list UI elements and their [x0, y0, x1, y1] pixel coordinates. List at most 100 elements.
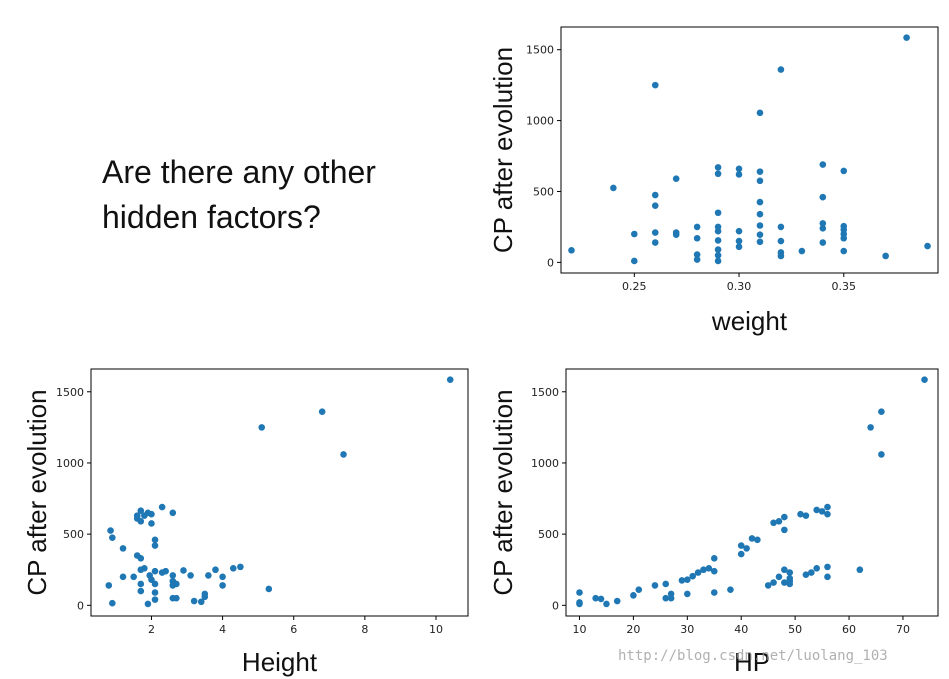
scatter-hp: 10 20 30 40 50 60 70 0 500 1000 1500 HP CP after evo… [488, 368, 939, 677]
data-point [229, 565, 237, 572]
data-point [813, 565, 820, 572]
data-point [169, 572, 177, 579]
data-point [819, 220, 827, 227]
data-point [714, 251, 722, 259]
data-point [813, 506, 820, 514]
watermark: http://blog.csdn.net/luolang_103 [618, 648, 888, 664]
x-tick-label: 2 [148, 623, 155, 636]
data-point [775, 573, 783, 581]
data-point [148, 510, 155, 518]
data-point [777, 252, 785, 260]
data-point [672, 175, 680, 183]
data-point [635, 586, 643, 593]
data-point [201, 590, 209, 598]
y-axis-label: CP after evolution [488, 47, 518, 253]
data-point [764, 582, 772, 589]
data-point [151, 542, 159, 549]
data-point [651, 81, 659, 89]
x-tick-label: 20 [626, 623, 640, 636]
data-point [630, 592, 637, 599]
data-point [651, 202, 659, 209]
data-point [819, 239, 827, 246]
x-tick-label: 4 [219, 623, 226, 636]
data-point [797, 510, 804, 518]
x-tick-label: 0.30 [727, 280, 752, 293]
data-point [714, 164, 722, 171]
plot-frame [565, 368, 939, 617]
data-point [786, 580, 794, 588]
data-point [197, 598, 205, 606]
data-point [130, 573, 137, 581]
x-tick-label: 10 [429, 623, 443, 636]
question-line-1: Are there any other [102, 154, 376, 190]
data-point [777, 237, 785, 245]
y-tick-label: 1000 [56, 457, 84, 470]
question-line-2: hidden factors? [102, 199, 321, 235]
data-point [819, 225, 827, 232]
data-point [137, 555, 145, 562]
data-point [714, 227, 722, 235]
data-point [710, 589, 718, 596]
data-point [882, 252, 889, 260]
y-tick-label: 1500 [56, 386, 84, 399]
data-point [714, 246, 722, 253]
y-tick-label: 0 [77, 599, 84, 612]
data-point [770, 579, 777, 586]
data-point [597, 595, 605, 603]
data-point [727, 586, 734, 593]
data-point [576, 600, 583, 608]
x-axis-label: weight [711, 306, 788, 336]
data-point [735, 171, 743, 178]
data-point [151, 567, 159, 575]
data-point [151, 596, 159, 603]
data-point [737, 542, 745, 549]
data-point [148, 520, 155, 527]
data-point [631, 257, 638, 265]
data-point [119, 545, 127, 552]
x-tick-label: 30 [680, 623, 694, 636]
data-point [107, 527, 114, 534]
data-point [119, 573, 127, 581]
data-point [802, 571, 810, 579]
data-point [777, 223, 785, 231]
plot-frame [90, 368, 469, 617]
data-point [756, 198, 764, 206]
data-point [219, 582, 226, 589]
data-point [109, 534, 116, 542]
data-point [689, 572, 696, 580]
data-point [714, 209, 722, 217]
data-point [258, 424, 266, 431]
data-point [710, 555, 718, 562]
data-point [878, 408, 885, 416]
y-tick-label: 0 [552, 599, 559, 612]
x-tick-label: 70 [896, 623, 910, 636]
y-tick-label: 1000 [526, 115, 554, 128]
data-point [631, 230, 638, 238]
data-point [219, 573, 226, 581]
data-point [693, 234, 701, 242]
data-point [921, 376, 928, 383]
plot-frame [560, 26, 939, 274]
data-point [613, 597, 621, 605]
data-point [693, 256, 701, 263]
x-tick-label: 8 [361, 623, 368, 636]
data-point [151, 580, 159, 588]
data-point [137, 580, 145, 588]
y-tick-label: 1500 [526, 44, 554, 57]
data-point [735, 243, 743, 251]
data-point [105, 582, 113, 589]
y-tick-label: 1000 [531, 457, 559, 470]
data-point [819, 161, 827, 168]
data-point [340, 451, 347, 458]
data-point [756, 231, 764, 239]
data-point [662, 594, 670, 602]
data-point [754, 536, 761, 544]
data-point [318, 408, 326, 416]
data-point [700, 566, 707, 574]
data-point [694, 569, 702, 576]
data-point [924, 242, 931, 250]
data-point [781, 526, 788, 534]
data-point [710, 567, 718, 575]
data-point [748, 535, 756, 542]
data-point [137, 518, 145, 525]
